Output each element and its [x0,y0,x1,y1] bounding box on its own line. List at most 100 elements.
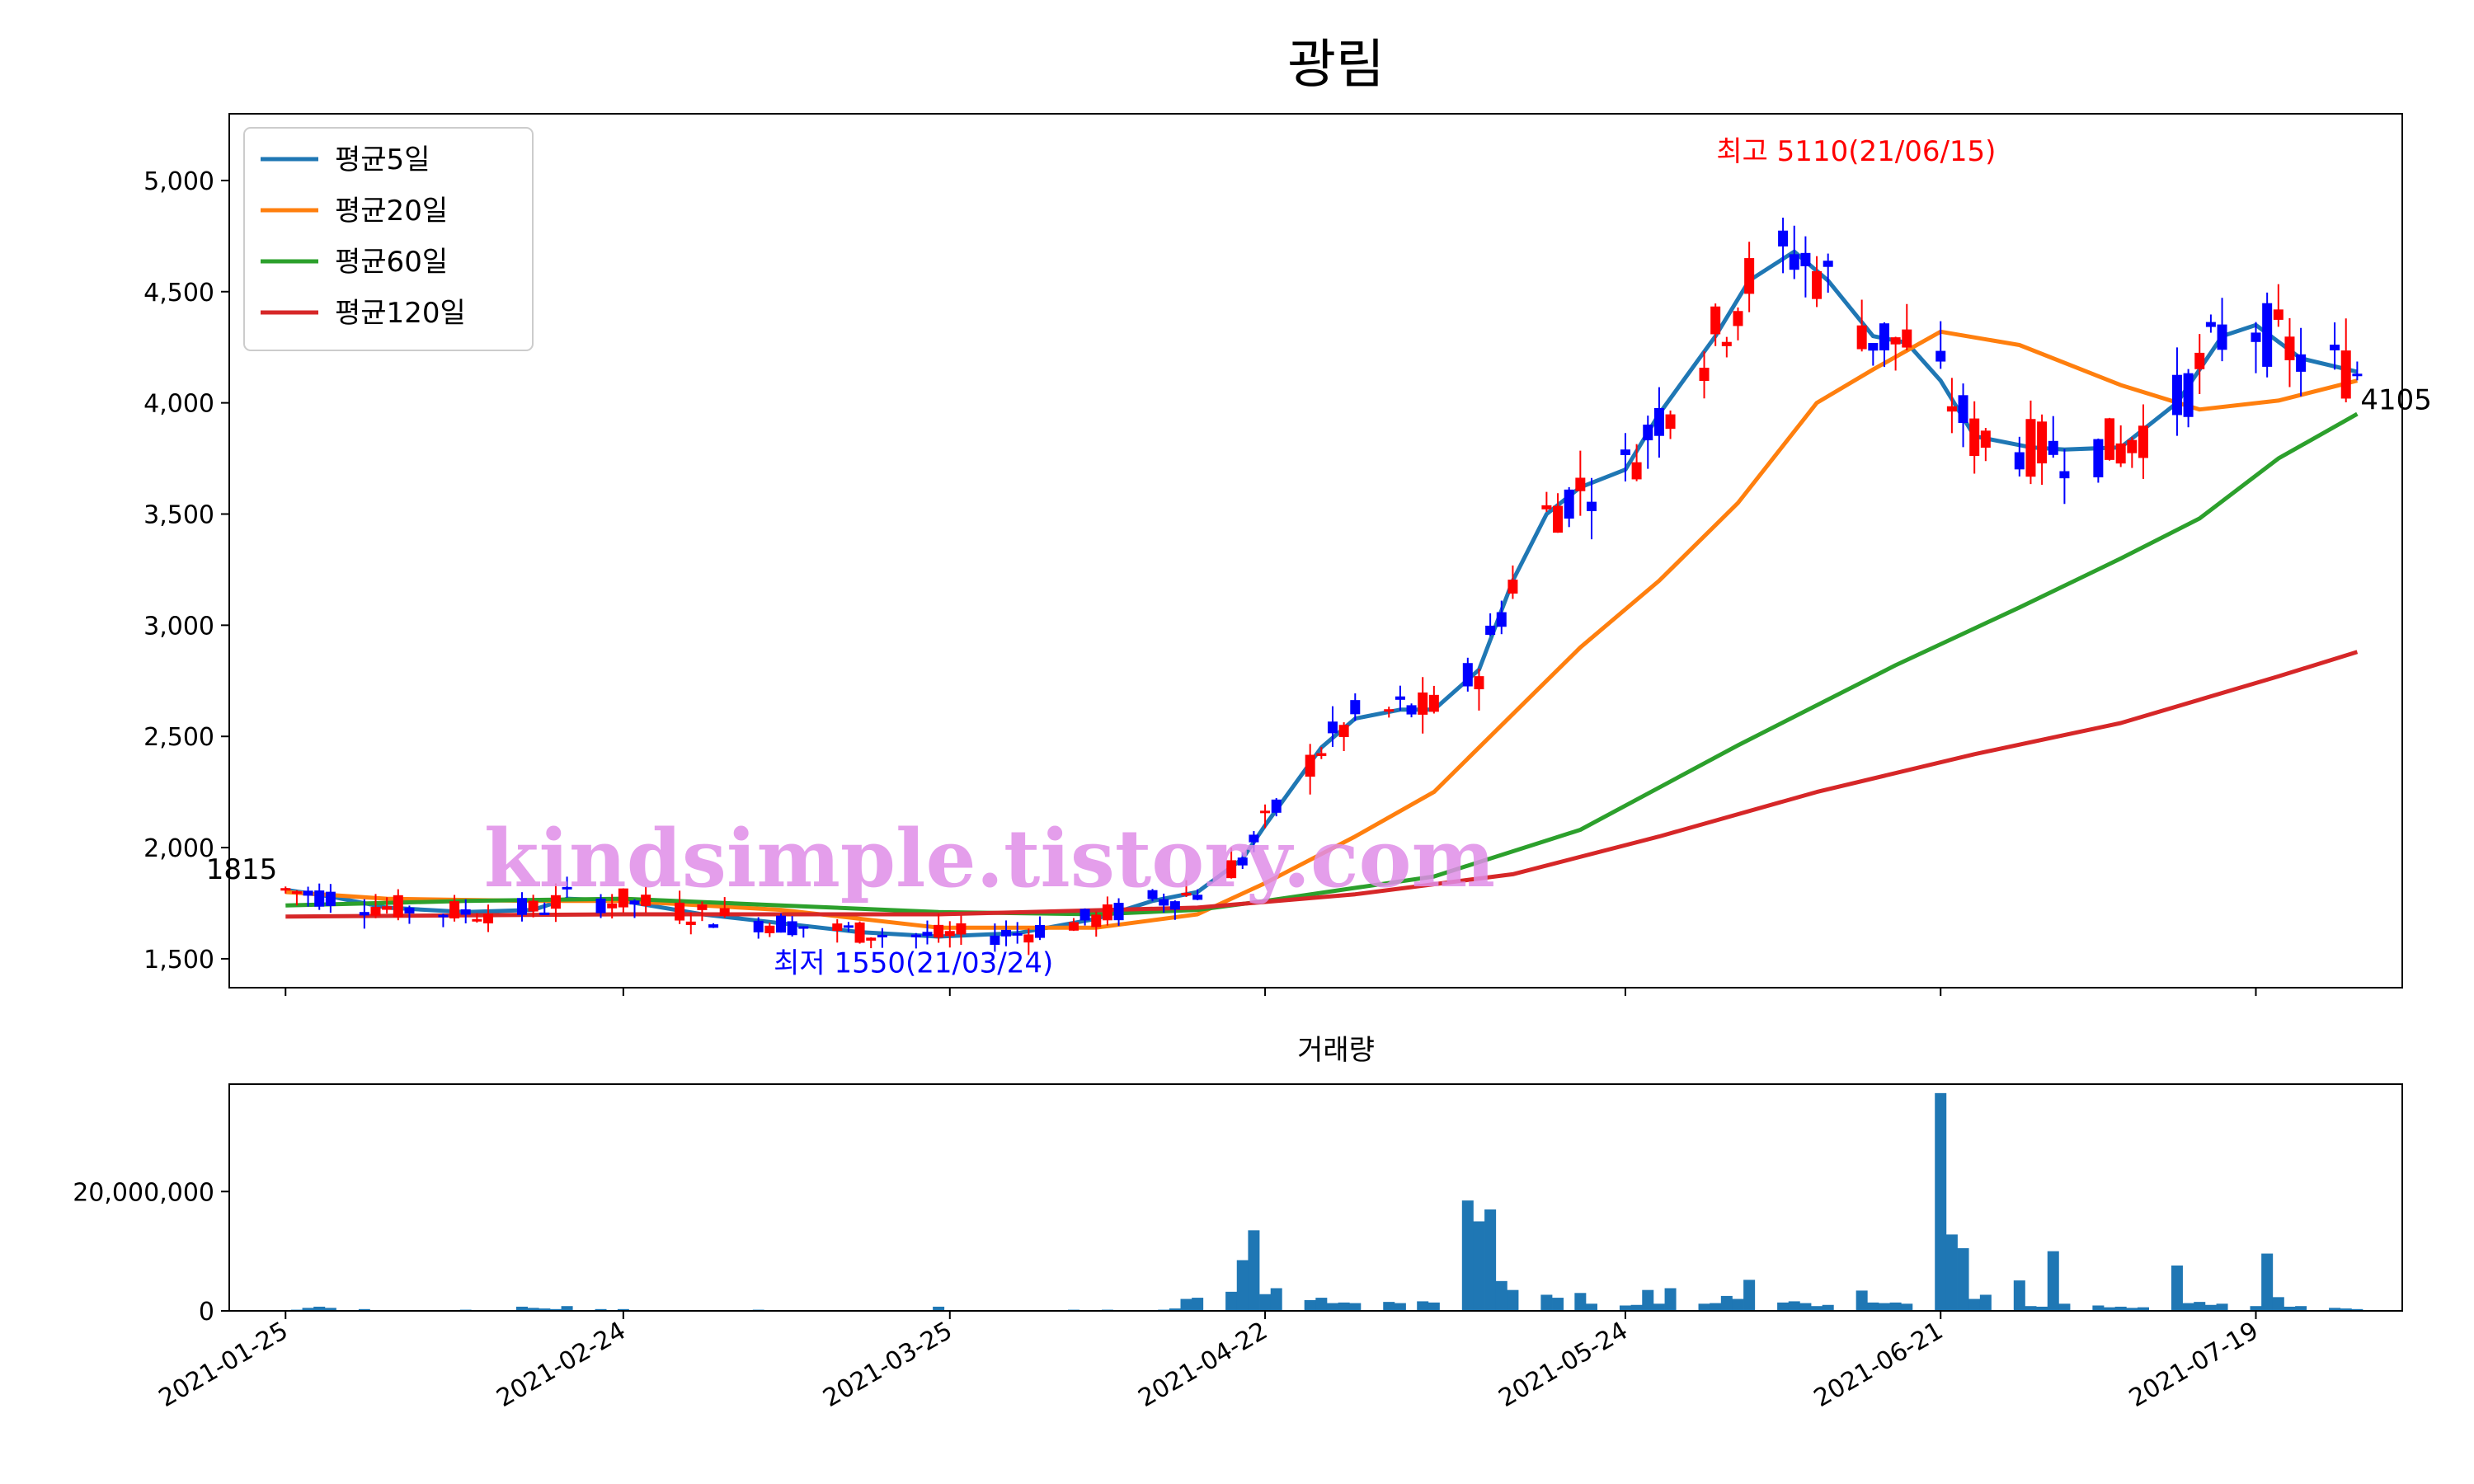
candle-body [2093,439,2104,477]
candle-body [1586,501,1597,511]
volume-bar [1338,1302,1350,1311]
candle-body [2217,324,2227,350]
candle-body [1778,230,1789,247]
volume-bar [2340,1308,2352,1311]
volume-bar [1225,1291,1238,1311]
candle-body [382,906,393,910]
volume-bar [1867,1302,1879,1311]
candle-body [1260,810,1271,814]
volume-bar [539,1308,551,1311]
candle-body [2025,419,2036,477]
xtick-date-label: 2021-05-24 [1493,1317,1632,1413]
watermark-text: kindsimple.tistory.com [484,812,1495,905]
candle-body [685,921,696,926]
candle-body [2194,352,2205,369]
candle-body [1733,311,1743,326]
volume-bar [617,1308,629,1311]
xtick-date-label: 2021-01-25 [154,1317,293,1413]
volume-bar [1664,1288,1677,1311]
high-price-label: 최고 5110(21/06/15) [1716,135,1996,168]
candle-body [2262,303,2273,367]
candle-body [1946,406,1957,412]
candle-body [1958,395,1968,423]
ma-line [285,329,2359,930]
candle-body [2048,440,2058,455]
candle-body [550,895,561,909]
volume-bar [1585,1303,1597,1311]
candle-body [2330,345,2340,350]
volume-bar [1856,1290,1868,1311]
candle-body [877,934,887,937]
volume-bar [1236,1260,1249,1311]
volume-bar [358,1308,370,1311]
candle-body [2284,336,2295,360]
candle-body [595,898,606,913]
volume-bar [1540,1294,1553,1311]
candle-body [843,925,854,928]
xtick-date-label: 2021-04-22 [1134,1317,1272,1413]
volume-bar [1326,1303,1338,1311]
candle-body [1653,407,1664,436]
start-price-label: 1815 [206,853,278,886]
volume-bar [1383,1302,1395,1311]
price-ytick-label: 2,000 [143,834,214,863]
candle-body [1665,414,1676,430]
candle-body [2171,374,2182,416]
candle-body [438,914,449,918]
candle-body [1169,901,1180,910]
legend-box [243,127,534,351]
candle-body [2037,421,2048,464]
candle-body [2115,443,2126,464]
volume-bar [1473,1221,1485,1311]
candle-body [675,902,685,921]
volume-bar [1427,1302,1440,1311]
candle-body [1575,477,1586,491]
candle-body [1902,329,1912,348]
candle-body [1890,337,1901,345]
volume-bar [2261,1253,2274,1311]
candle-body [697,904,708,910]
candle-body [1384,709,1395,712]
candle-body [1485,625,1496,636]
candle-body [2296,354,2307,372]
candle-body [1159,899,1169,906]
volume-bar [1822,1304,1834,1311]
candle-body [325,891,336,906]
volume-bar [2092,1305,2105,1311]
candle-body [483,913,494,924]
volume-bar [1552,1298,1564,1311]
volume-bar [1304,1299,1316,1311]
candle-body [1316,753,1327,757]
candle-body [2340,350,2351,399]
candle-body [944,931,955,937]
candle-body [2059,471,2070,479]
legend-label: 평균120일 [335,297,466,330]
candle-body [719,908,730,916]
price-ytick-label: 4,500 [143,279,214,308]
candle-body [528,900,539,912]
candle-body [2273,309,2284,320]
candle-body [472,918,482,922]
candle-body [1395,696,1405,700]
candle-body [1226,860,1237,879]
volume-bar [1901,1303,1913,1311]
volume-bar [1259,1294,1272,1311]
ma-line [285,650,2359,919]
volume-bar [1394,1303,1406,1311]
candle-body [1181,892,1192,896]
volume-bar [2104,1307,2116,1311]
candle-body [1980,430,1991,448]
candle-body [1868,343,1879,351]
candle-body [922,932,933,937]
volume-bar [1720,1295,1733,1311]
candle-body [1935,350,1946,362]
candle-body [832,923,843,931]
volume-bar [1180,1298,1192,1311]
candle-body [1305,754,1315,777]
candle-body [787,921,797,936]
candle-body [798,926,809,929]
volume-bar [1732,1298,1744,1311]
volume-ytick-label: 20,000,000 [73,1178,214,1207]
xtick-date-label: 2021-07-19 [2124,1317,2263,1413]
